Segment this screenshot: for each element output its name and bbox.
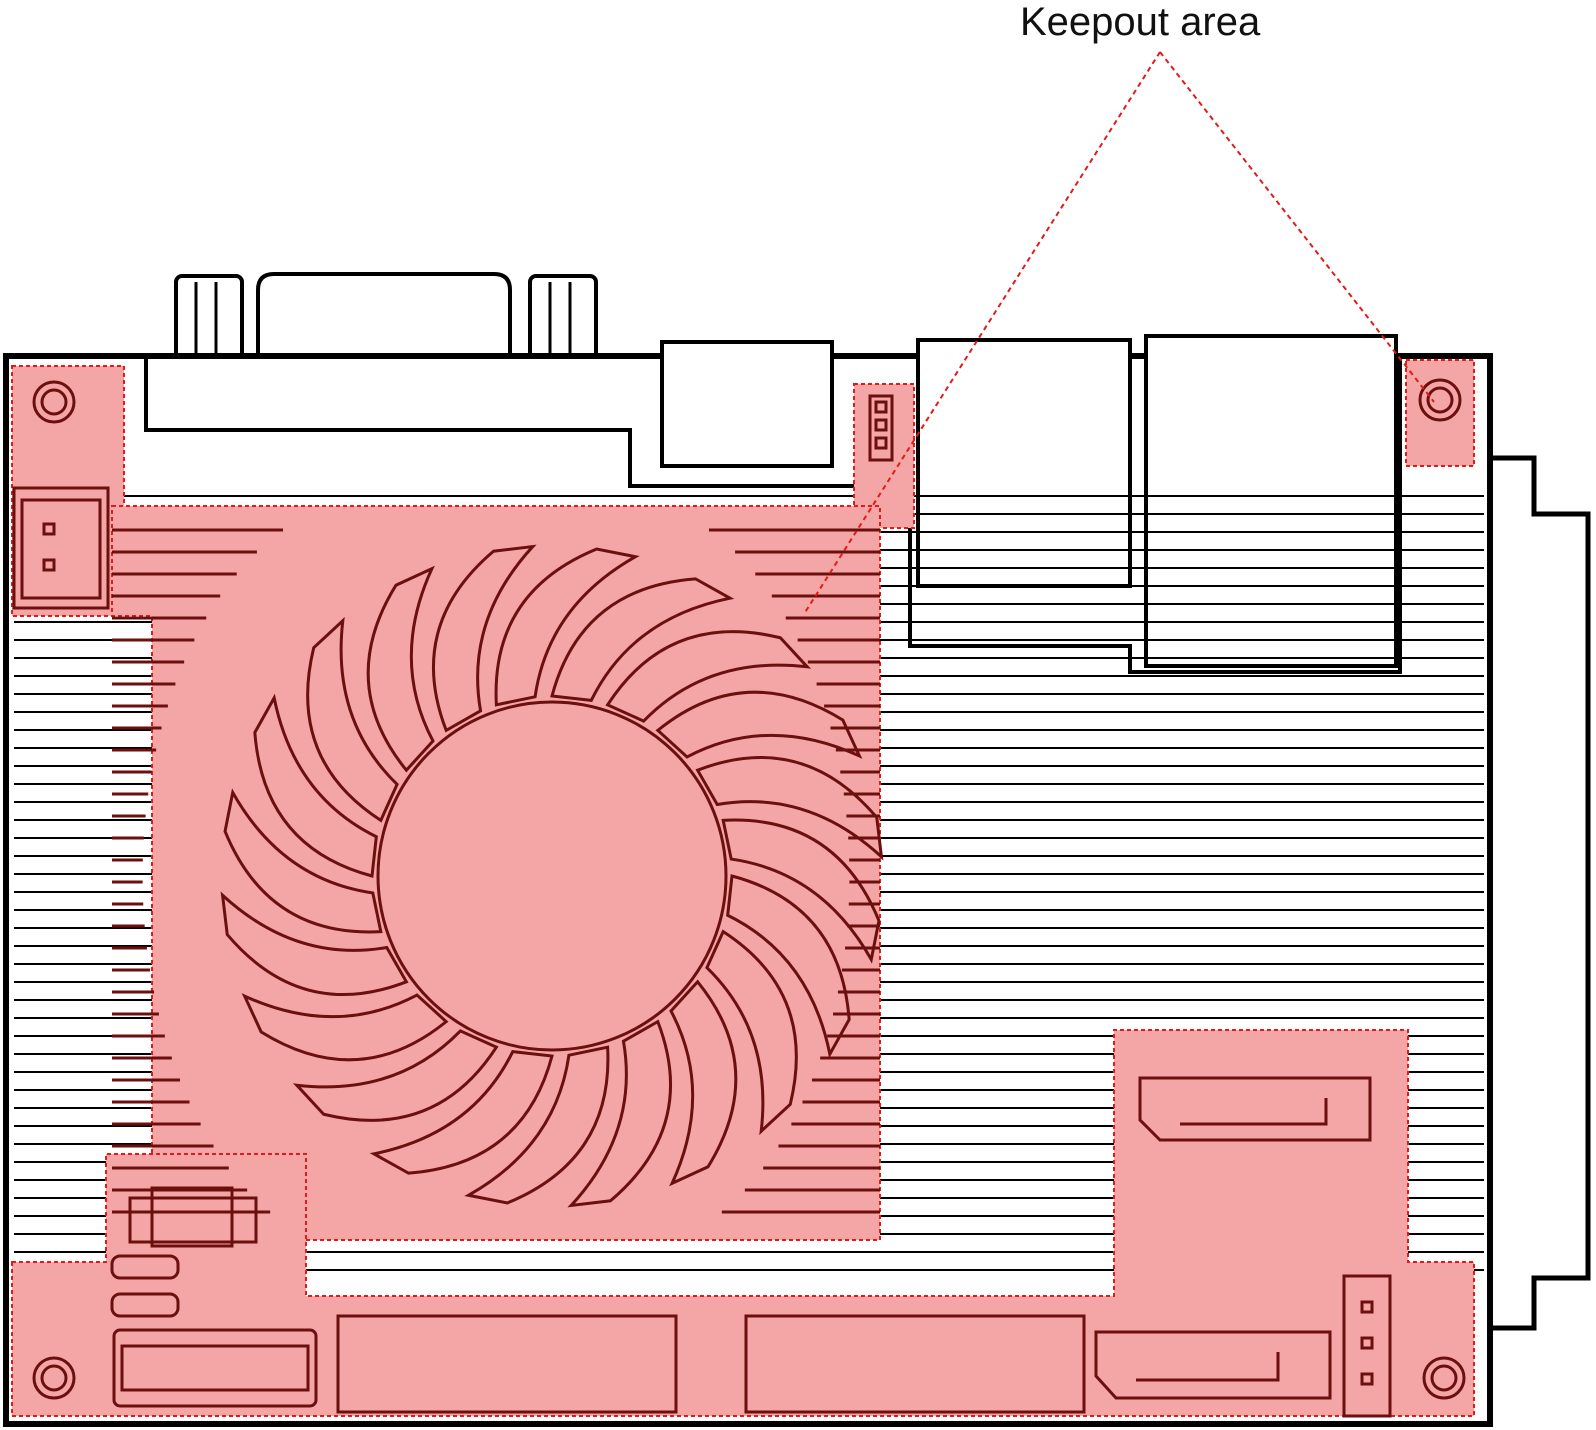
fan-blade [220, 891, 409, 996]
keepout-area-label: Keepout area [1020, 0, 1261, 44]
fan-blade [655, 690, 863, 759]
fan-blade [494, 547, 640, 707]
fan-blade [223, 788, 383, 934]
pin-header-1 [336, 1314, 678, 1414]
fan-blade [705, 929, 798, 1136]
fan-blade [241, 993, 449, 1062]
fin-tips [112, 528, 880, 1214]
keepout-top-left [11, 365, 125, 617]
io-ports [660, 334, 1398, 668]
pin-header-2 [744, 1314, 1086, 1414]
jumper-1 [110, 1254, 180, 1280]
keepout-bottom [11, 1029, 1475, 1417]
fan-blade [567, 1019, 672, 1208]
mounting-hole-icon [32, 380, 76, 424]
fan-blade [605, 630, 812, 723]
jumper-2 [110, 1292, 180, 1318]
onboard-connectors [12, 394, 1392, 1418]
fan-blade [550, 577, 735, 702]
board-cutout [144, 356, 1402, 674]
fan-blade [366, 565, 435, 773]
mounting-hole-icon [1422, 1356, 1466, 1400]
sata-connector-2 [1094, 1330, 1332, 1400]
keepout-header [853, 383, 915, 529]
side-connector [1342, 1274, 1392, 1418]
fan-hub [376, 700, 728, 1052]
fan-blade [432, 544, 537, 733]
fan-blade [369, 1050, 554, 1175]
sata-connector-1 [1138, 1076, 1372, 1142]
power-connector [12, 486, 110, 610]
mounting-hole-icon [1418, 378, 1462, 422]
callout-leader-lines [803, 51, 1435, 615]
mounting-hole-icon [32, 1356, 76, 1400]
fan-blade [721, 818, 881, 964]
box-header [112, 1328, 318, 1408]
fan-blade [253, 693, 378, 878]
fan-icon [220, 544, 884, 1208]
mounting-holes [32, 378, 1466, 1400]
fan-blade [464, 1045, 610, 1205]
fan-blade [669, 979, 738, 1187]
fan-power-connector [128, 1196, 258, 1244]
fan-header [868, 394, 894, 462]
fan-blade [292, 1029, 499, 1122]
fan-blade [306, 616, 399, 823]
